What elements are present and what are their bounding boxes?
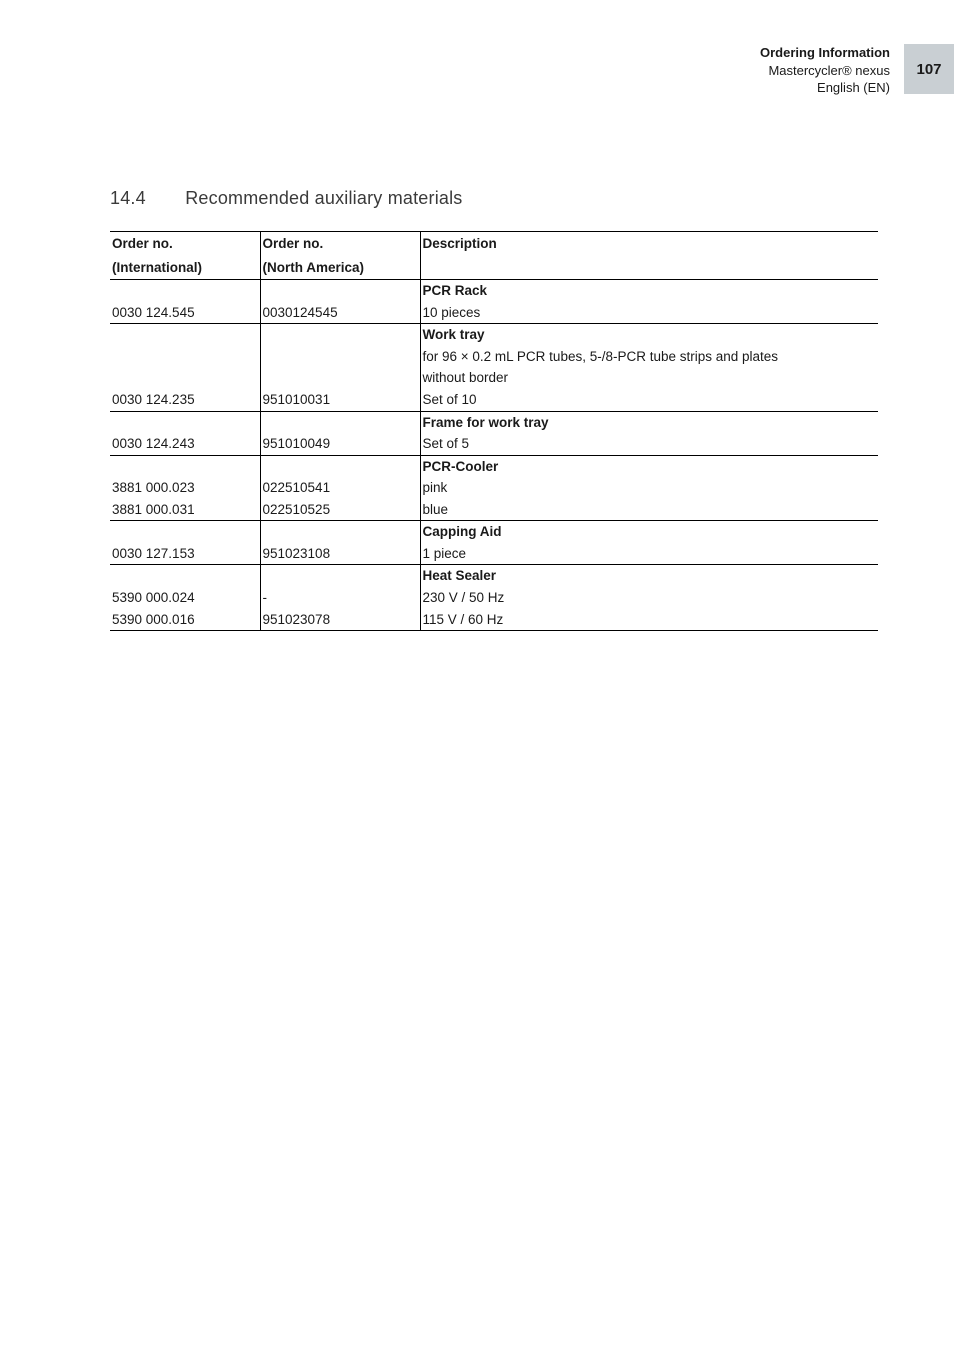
cell-intl: 0030 124.545 (110, 302, 260, 324)
table-cell (110, 367, 260, 389)
col-subheader-desc (420, 256, 878, 280)
table-cell (260, 411, 420, 433)
group-title: PCR-Cooler (420, 455, 878, 477)
header-language: English (EN) (760, 79, 890, 97)
cell-intl: 0030 124.243 (110, 433, 260, 455)
cell-intl: 3881 000.031 (110, 499, 260, 521)
cell-desc: pink (420, 477, 878, 499)
cell-desc: blue (420, 499, 878, 521)
col-subheader-na: (North America) (260, 256, 420, 280)
page-number-badge: 107 (904, 44, 954, 94)
col-header-desc: Description (420, 232, 878, 256)
cell-na: 022510541 (260, 477, 420, 499)
col-header-na: Order no. (260, 232, 420, 256)
table-cell (110, 455, 260, 477)
cell-intl: 0030 127.153 (110, 543, 260, 565)
table-cell (110, 280, 260, 302)
table-cell (110, 324, 260, 346)
cell-intl: 5390 000.016 (110, 609, 260, 631)
header-product: Mastercycler® nexus (760, 62, 890, 80)
cell-desc: 10 pieces (420, 302, 878, 324)
table-cell (260, 280, 420, 302)
table-cell (260, 367, 420, 389)
group-title: PCR Rack (420, 280, 878, 302)
cell-na: 022510525 (260, 499, 420, 521)
header-section-title: Ordering Information (760, 44, 890, 62)
page-number: 107 (916, 61, 941, 78)
cell-na: 951010049 (260, 433, 420, 455)
page-header: Ordering Information Mastercycler® nexus… (760, 44, 954, 97)
cell-na: 0030124545 (260, 302, 420, 324)
table-cell (110, 565, 260, 587)
cell-desc: 230 V / 50 Hz (420, 587, 878, 609)
table-cell (110, 411, 260, 433)
col-subheader-intl: (International) (110, 256, 260, 280)
section-heading: 14.4 Recommended auxiliary materials (110, 188, 878, 209)
group-title: Capping Aid (420, 521, 878, 543)
table-cell (260, 346, 420, 368)
cell-desc: 115 V / 60 Hz (420, 609, 878, 631)
cell-na: - (260, 587, 420, 609)
cell-intl: 3881 000.023 (110, 477, 260, 499)
group-extra-line: for 96 × 0.2 mL PCR tubes, 5-/8-PCR tube… (420, 346, 878, 368)
header-text-block: Ordering Information Mastercycler® nexus… (760, 44, 904, 97)
section-title: Recommended auxiliary materials (185, 188, 462, 208)
cell-na: 951023108 (260, 543, 420, 565)
materials-table: Order no.Order no.Description(Internatio… (110, 231, 878, 631)
page-content: 14.4 Recommended auxiliary materials Ord… (110, 188, 878, 631)
cell-desc: 1 piece (420, 543, 878, 565)
table-cell (260, 324, 420, 346)
group-extra-line: without border (420, 367, 878, 389)
col-header-intl: Order no. (110, 232, 260, 256)
cell-na: 951023078 (260, 609, 420, 631)
table-cell (260, 565, 420, 587)
cell-desc: Set of 5 (420, 433, 878, 455)
table-cell (260, 521, 420, 543)
cell-intl: 0030 124.235 (110, 389, 260, 411)
table-cell (110, 521, 260, 543)
table-cell (260, 455, 420, 477)
group-title: Heat Sealer (420, 565, 878, 587)
cell-na: 951010031 (260, 389, 420, 411)
section-number: 14.4 (110, 188, 180, 209)
group-title: Frame for work tray (420, 411, 878, 433)
cell-intl: 5390 000.024 (110, 587, 260, 609)
group-title: Work tray (420, 324, 878, 346)
cell-desc: Set of 10 (420, 389, 878, 411)
table-cell (110, 346, 260, 368)
